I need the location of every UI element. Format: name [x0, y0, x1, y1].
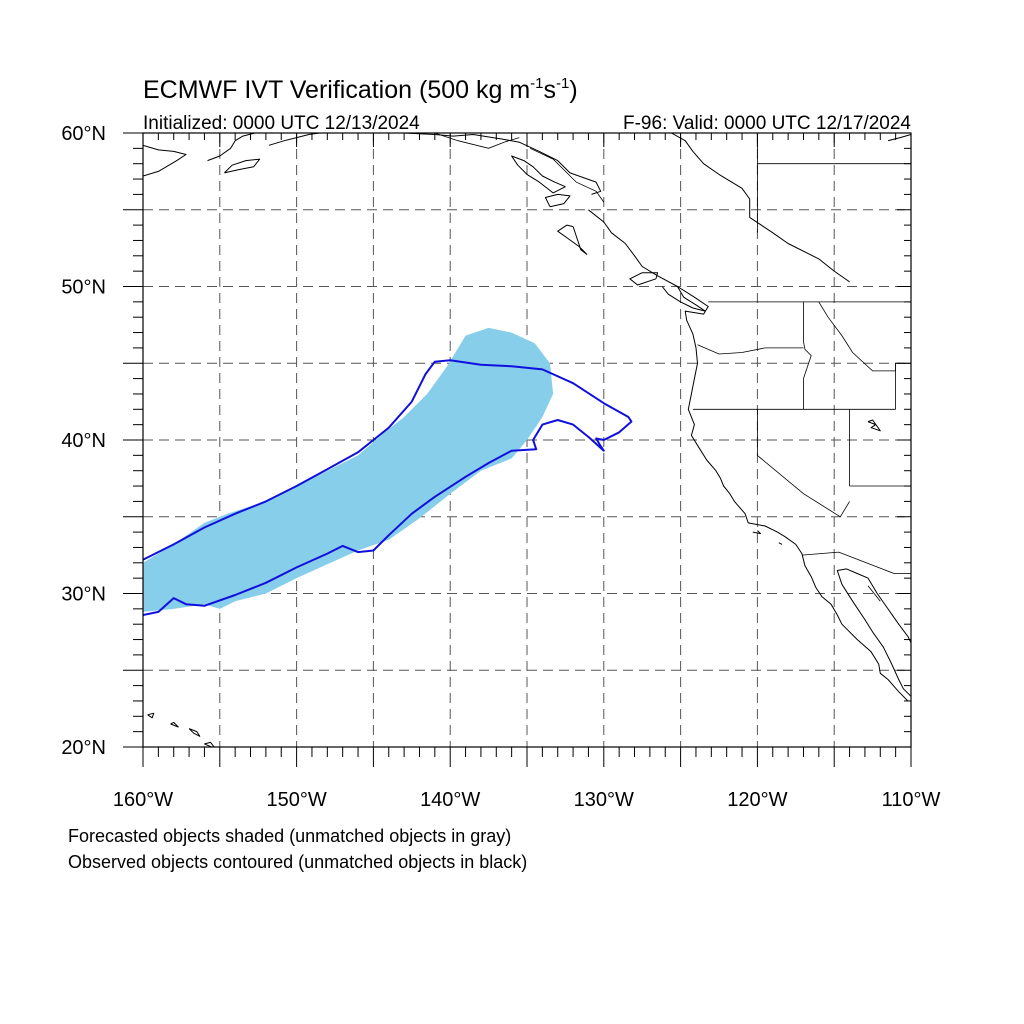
coastline — [404, 133, 602, 195]
coastline — [170, 721, 179, 728]
coastline — [629, 272, 659, 286]
coastline — [671, 133, 850, 283]
longitude-labels: 160°W 150°W 140°W 130°W 120°W 110°W — [113, 789, 941, 811]
lat-label: 50°N — [61, 277, 106, 299]
observed-objects — [143, 359, 633, 616]
coastline — [557, 224, 588, 255]
forecast-note: Forecasted objects shaded (unmatched obj… — [68, 826, 512, 846]
axis-ticks — [123, 132, 912, 767]
lon-label: 130°W — [574, 789, 634, 811]
map-title: ECMWF IVT Verification (500 kg m-1s-1) — [143, 75, 578, 104]
observed-ivt-contour — [143, 359, 633, 616]
valid-time: F-96: Valid: 0000 UTC 12/17/2024 — [623, 113, 911, 134]
lat-label: 30°N — [61, 584, 106, 606]
political-border — [529, 147, 605, 203]
coastline — [207, 133, 256, 162]
observed-note: Observed objects contoured (unmatched ob… — [68, 852, 528, 872]
coastline — [588, 209, 909, 702]
political-border — [818, 301, 911, 372]
coastline — [188, 728, 201, 737]
coastline — [224, 158, 261, 174]
initialized-time: Initialized: 0000 UTC 12/13/2024 — [143, 113, 420, 134]
lon-label: 120°W — [727, 789, 787, 811]
lat-label: 20°N — [61, 737, 106, 759]
lon-label: 110°W — [882, 789, 941, 811]
coastline — [778, 542, 783, 545]
coastline — [204, 741, 215, 747]
political-border — [839, 501, 850, 518]
lat-label: 40°N — [61, 430, 106, 452]
political-border — [867, 585, 881, 602]
forecast-ivt-object — [143, 327, 554, 612]
lon-label: 160°W — [113, 789, 173, 811]
lat-label: 60°N — [61, 123, 106, 145]
lon-label: 140°W — [420, 789, 480, 811]
political-border — [803, 301, 812, 410]
latitude-labels: 60°N 50°N 40°N 30°N 20°N — [61, 123, 106, 759]
coastline — [661, 286, 706, 312]
coastline — [147, 712, 155, 719]
coastline — [836, 568, 911, 697]
coastline — [544, 193, 571, 208]
political-border — [697, 344, 804, 355]
coastline — [887, 134, 911, 142]
lon-label: 150°W — [266, 789, 326, 811]
coastline — [511, 155, 566, 194]
forecast-objects — [143, 327, 554, 612]
political-border — [757, 409, 841, 518]
coastline — [752, 530, 761, 535]
political-border — [801, 551, 911, 574]
coastline — [867, 419, 881, 432]
coastlines — [143, 133, 911, 747]
coastline — [143, 144, 187, 177]
